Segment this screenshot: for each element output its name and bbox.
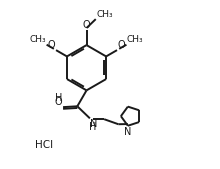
- Text: N: N: [90, 119, 98, 129]
- Text: O: O: [83, 20, 90, 30]
- Text: O: O: [55, 97, 62, 107]
- Text: CH₃: CH₃: [96, 10, 113, 19]
- Text: O: O: [117, 40, 125, 50]
- Text: CH₃: CH₃: [127, 35, 144, 44]
- Text: H: H: [55, 93, 62, 103]
- Text: HCl: HCl: [35, 140, 53, 150]
- Text: O: O: [48, 40, 55, 50]
- Text: CH₃: CH₃: [29, 35, 46, 44]
- Text: N: N: [124, 127, 132, 137]
- Text: H: H: [89, 122, 96, 132]
